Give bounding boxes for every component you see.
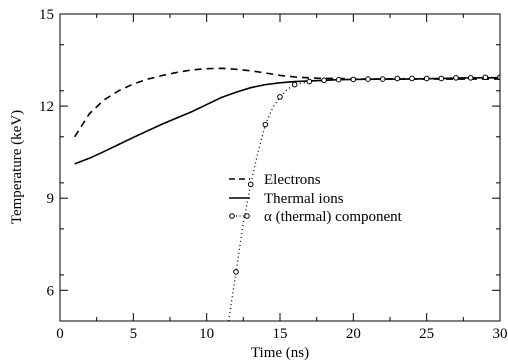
series-marker-2-15 [453, 75, 459, 81]
y-tick-label-3: 15 [39, 7, 54, 23]
series-line-1 [74, 77, 500, 165]
x-tick-label-2: 10 [199, 326, 214, 342]
ticks-layer: 0 5 10 15 20 25 30 6 9 12 15 [39, 7, 508, 342]
x-tick-label-1: 5 [130, 326, 138, 342]
series-marker-2-5 [306, 78, 313, 85]
series-marker-2-17 [482, 74, 489, 81]
legend: Electrons Thermal ions α (thermal) compo… [229, 172, 403, 225]
series-marker-2-6 [321, 77, 327, 84]
series-marker-2-4 [291, 81, 298, 88]
x-tick-label-4: 20 [346, 326, 361, 342]
x-axis-label: Time (ns) [251, 345, 309, 360]
legend-marker-alpha-left [229, 213, 235, 219]
plot-frame [59, 13, 501, 322]
y-tick-label-2: 12 [39, 99, 54, 115]
y-tick-label-1: 9 [47, 191, 55, 207]
series-marker-2-3 [277, 94, 283, 100]
legend-entry-thermal-ions: Thermal ions [229, 191, 344, 207]
legend-entry-electrons: Electrons [229, 172, 321, 188]
series-marker-2-0 [233, 269, 239, 275]
series-marker-2-16 [467, 75, 474, 81]
series-marker-2-10 [379, 76, 386, 82]
series-marker-2-13 [423, 75, 430, 82]
series-marker-2-12 [409, 75, 415, 82]
series-marker-2-8 [350, 76, 357, 83]
series-marker-2-18 [497, 74, 500, 81]
y-tick-label-0: 6 [47, 283, 55, 299]
series-marker-2-11 [394, 75, 401, 82]
legend-entry-alpha: α (thermal) component [229, 209, 403, 225]
series-marker-2-2 [262, 121, 269, 128]
series-marker-2-1 [247, 181, 254, 188]
legend-label-electrons: Electrons [264, 172, 321, 188]
x-tick-label-5: 25 [419, 326, 434, 342]
series-layer [73, 67, 500, 321]
legend-label-alpha: α (thermal) component [264, 209, 403, 225]
x-tick-label-6: 30 [493, 326, 508, 342]
legend-marker-alpha-right [244, 213, 250, 219]
legend-label-thermal-ions: Thermal ions [264, 191, 344, 207]
y-axis-label: Temperature (keV) [9, 110, 25, 224]
series-marker-2-7 [335, 76, 342, 83]
series-marker-2-9 [365, 76, 371, 82]
x-tick-label-3: 15 [273, 326, 288, 342]
x-tick-label-0: 0 [56, 326, 64, 342]
series-marker-2-14 [438, 75, 445, 82]
